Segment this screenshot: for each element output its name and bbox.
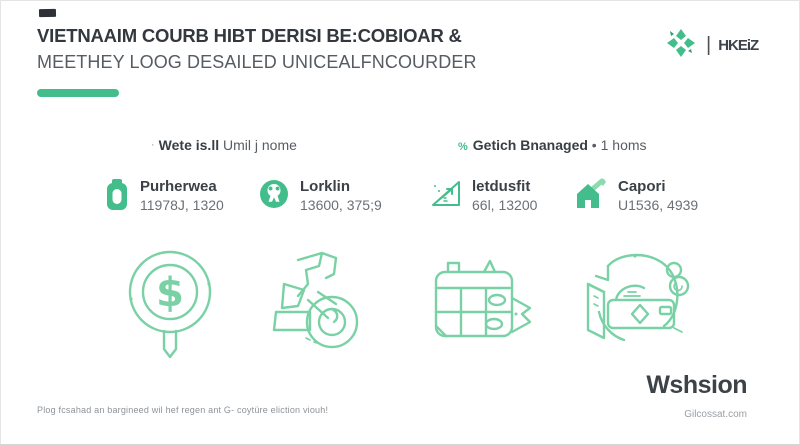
meta-left-bold: Wete is.ll [158, 137, 220, 153]
stat-label: Capori [618, 178, 666, 195]
footer-brand-logo: Wshsion [646, 371, 747, 399]
page-title: VIETNAAIM COURB HIBT DERISI BE:COBIOAR &… [37, 22, 477, 76]
stat-purherwea: Purherwea 11978J, 1320 [104, 178, 224, 217]
battery-icon [104, 178, 130, 217]
stat-label: Lorklin [300, 178, 351, 195]
title-line1: VIETNAAIM COURB HIBT DERISI BE:COBIOAR & [37, 25, 462, 46]
clover-icon [665, 27, 697, 64]
stat-letdusfit: letdusfit 66l, 13200 [430, 178, 537, 214]
stat-value: U1536, 4939 [618, 197, 699, 213]
footer-disclaimer: Plog fcsahad an bargineed wil hef regen … [37, 405, 329, 415]
meta-right-bold: Getich Bnanaged [472, 137, 588, 153]
footer-brand-site: Gilcossat.com [684, 409, 747, 420]
brand-divider: | [706, 34, 712, 56]
money-search-illustration: $ [122, 248, 218, 365]
wallet-cycle-illustration [578, 244, 692, 357]
title-underline-bar [37, 89, 119, 97]
house-pencil-icon [574, 178, 608, 215]
cyclist-illustration [264, 244, 366, 361]
stat-capori: Capori U1536, 4939 [574, 178, 698, 215]
growth-triangle-icon [430, 178, 462, 213]
meta-left-rest: Umil j nome [219, 137, 297, 153]
stat-label: letdusfit [472, 178, 531, 195]
meta-right: % Getich Bnanaged • 1 homs [458, 137, 647, 153]
header-brand: | HKEiZ [665, 27, 759, 64]
stat-lorklin: Lorklin 13600, 375;9 [258, 178, 382, 215]
svg-text:$: $ [156, 270, 184, 316]
meta-left: · Wete is.ll Umil j nome [151, 137, 297, 153]
footer-brand: Wshsion Gilcossat.com [646, 371, 747, 420]
meta-right-rest: • 1 homs [587, 137, 647, 153]
top-dash-mark [38, 8, 57, 18]
stat-value: 66l, 13200 [472, 197, 538, 213]
brand-name-text: HKEiZ [718, 37, 759, 54]
title-line2: MEETHEY LOOG DESAILED UNICEALFNCOURDER [37, 52, 477, 72]
stat-value: 13600, 375;9 [300, 197, 382, 213]
meta-right-icon: % [458, 141, 468, 153]
calendar-flag-illustration [428, 252, 540, 351]
stat-label: Purherwea [140, 178, 217, 195]
badge-circle-icon [258, 178, 290, 215]
stat-value: 11978J, 1320 [140, 197, 224, 213]
meta-left-bullet: · [151, 139, 155, 151]
